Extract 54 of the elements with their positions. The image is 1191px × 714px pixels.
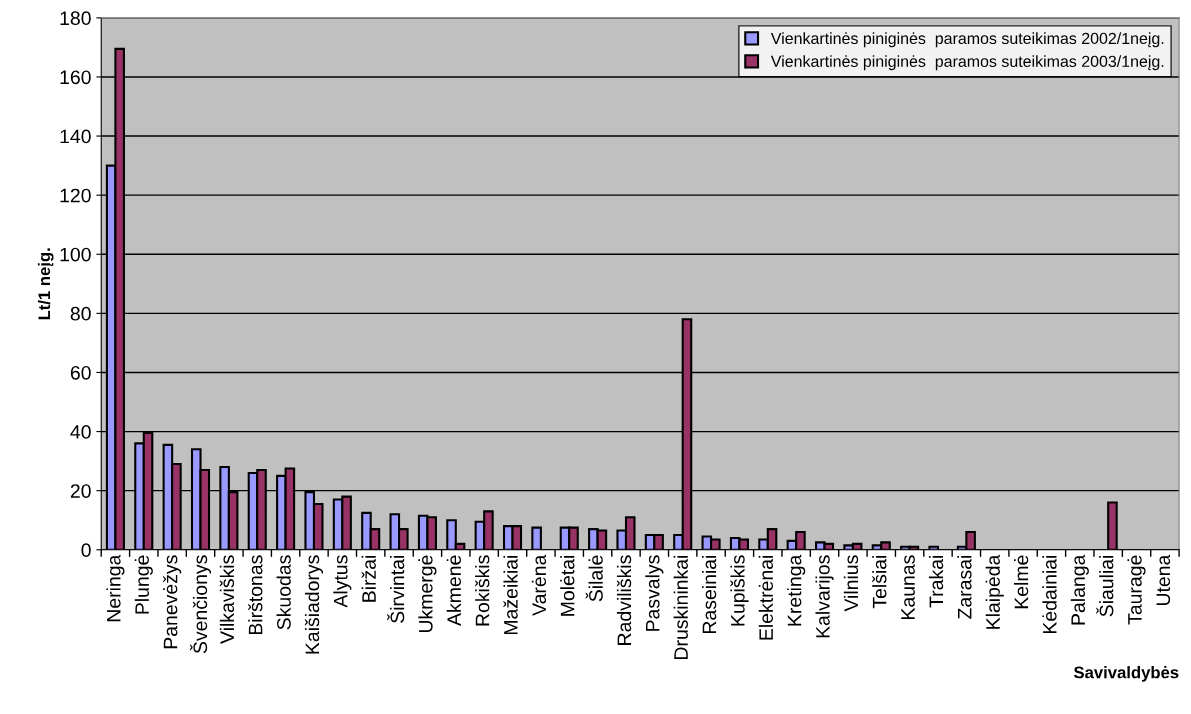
x-tick-label: Mažeikiai bbox=[503, 555, 518, 635]
x-tick-label: Plungė bbox=[134, 555, 153, 614]
x-tick-label: Trakai bbox=[928, 555, 944, 608]
x-tick-label: Kaišiadorys bbox=[304, 555, 324, 654]
y-tick-label: 160 bbox=[60, 70, 91, 85]
bar bbox=[1107, 501, 1118, 550]
x-tick-label: Kupiškis bbox=[730, 555, 749, 626]
y-tick-label: 180 bbox=[60, 11, 91, 26]
x-tick-label: Rokiškis bbox=[475, 555, 490, 626]
x-tick-label: Skuodas bbox=[276, 555, 291, 630]
x-tick-label: Elektrėnai bbox=[758, 555, 774, 640]
x-tick-label: Šiauliai bbox=[1096, 555, 1114, 617]
y-tick-label: 100 bbox=[60, 247, 91, 262]
x-tick-label: Telšiai bbox=[872, 555, 887, 609]
x-tick-label: Pasvalys bbox=[645, 555, 664, 631]
x-tick-label: Biržai bbox=[361, 555, 376, 602]
y-tick-label: 80 bbox=[70, 306, 91, 321]
x-tick-label: Akmenė bbox=[446, 555, 462, 626]
y-tick-label: 20 bbox=[70, 484, 91, 498]
x-tick-label: Alytus bbox=[333, 555, 352, 608]
x-tick-label: Kaunas bbox=[901, 555, 915, 619]
x-axis-title: Savivaldybės bbox=[1073, 666, 1179, 682]
y-tick-label: 40 bbox=[70, 425, 91, 439]
x-tick-label: Druskininkai bbox=[673, 555, 688, 659]
x-tick-label: Kretinga bbox=[787, 554, 806, 626]
x-tick-label: Vilnius bbox=[843, 555, 859, 612]
bar bbox=[531, 526, 542, 550]
x-tick-label: Utena bbox=[1156, 554, 1171, 606]
x-tick-label: Raseiniai bbox=[702, 555, 717, 634]
x-tick-label: Kėdainiai bbox=[1042, 555, 1057, 634]
x-tick-label: Panevėžys bbox=[163, 555, 182, 649]
x-tick-label: Molėtai bbox=[560, 555, 575, 616]
x-tick-label: Kalvarijos bbox=[815, 555, 834, 638]
x-tick-label: Birštonas bbox=[248, 555, 263, 635]
x-tick-label: Zarasai bbox=[957, 555, 972, 619]
x-tick-label: Švenčionys bbox=[190, 555, 212, 654]
y-tick-label: 0 bbox=[81, 543, 91, 558]
legend-label: Vienkartinės piniginės paramos suteikimas 2003/1neįg. bbox=[770, 55, 1164, 71]
x-tick-label: Radviliškis bbox=[616, 555, 632, 645]
x-tick-label: Šilalė bbox=[585, 555, 603, 602]
x-tick-label: Vilkaviškis bbox=[219, 555, 235, 644]
x-tick-label: Palanga bbox=[1070, 554, 1089, 625]
x-tick-label: Varėna bbox=[531, 554, 547, 616]
x-tick-label: Neringa bbox=[106, 554, 125, 622]
y-axis-title: Lt/1 neįg. bbox=[37, 248, 54, 320]
x-tick-label: Ukmergė bbox=[418, 555, 437, 633]
x-tick-label: Klaipėda bbox=[985, 554, 1004, 629]
legend-label: Vienkartinės piniginės paramos suteikimas 2002/1neįg. bbox=[770, 32, 1164, 48]
x-tick-label: Kelmė bbox=[1014, 555, 1029, 609]
x-tick-label: Tauragė bbox=[1127, 555, 1146, 625]
y-tick-label: 60 bbox=[70, 365, 91, 380]
y-tick-label: 120 bbox=[60, 188, 91, 203]
y-tick-label: 140 bbox=[60, 129, 91, 144]
x-tick-label: Širvintai bbox=[387, 555, 405, 623]
